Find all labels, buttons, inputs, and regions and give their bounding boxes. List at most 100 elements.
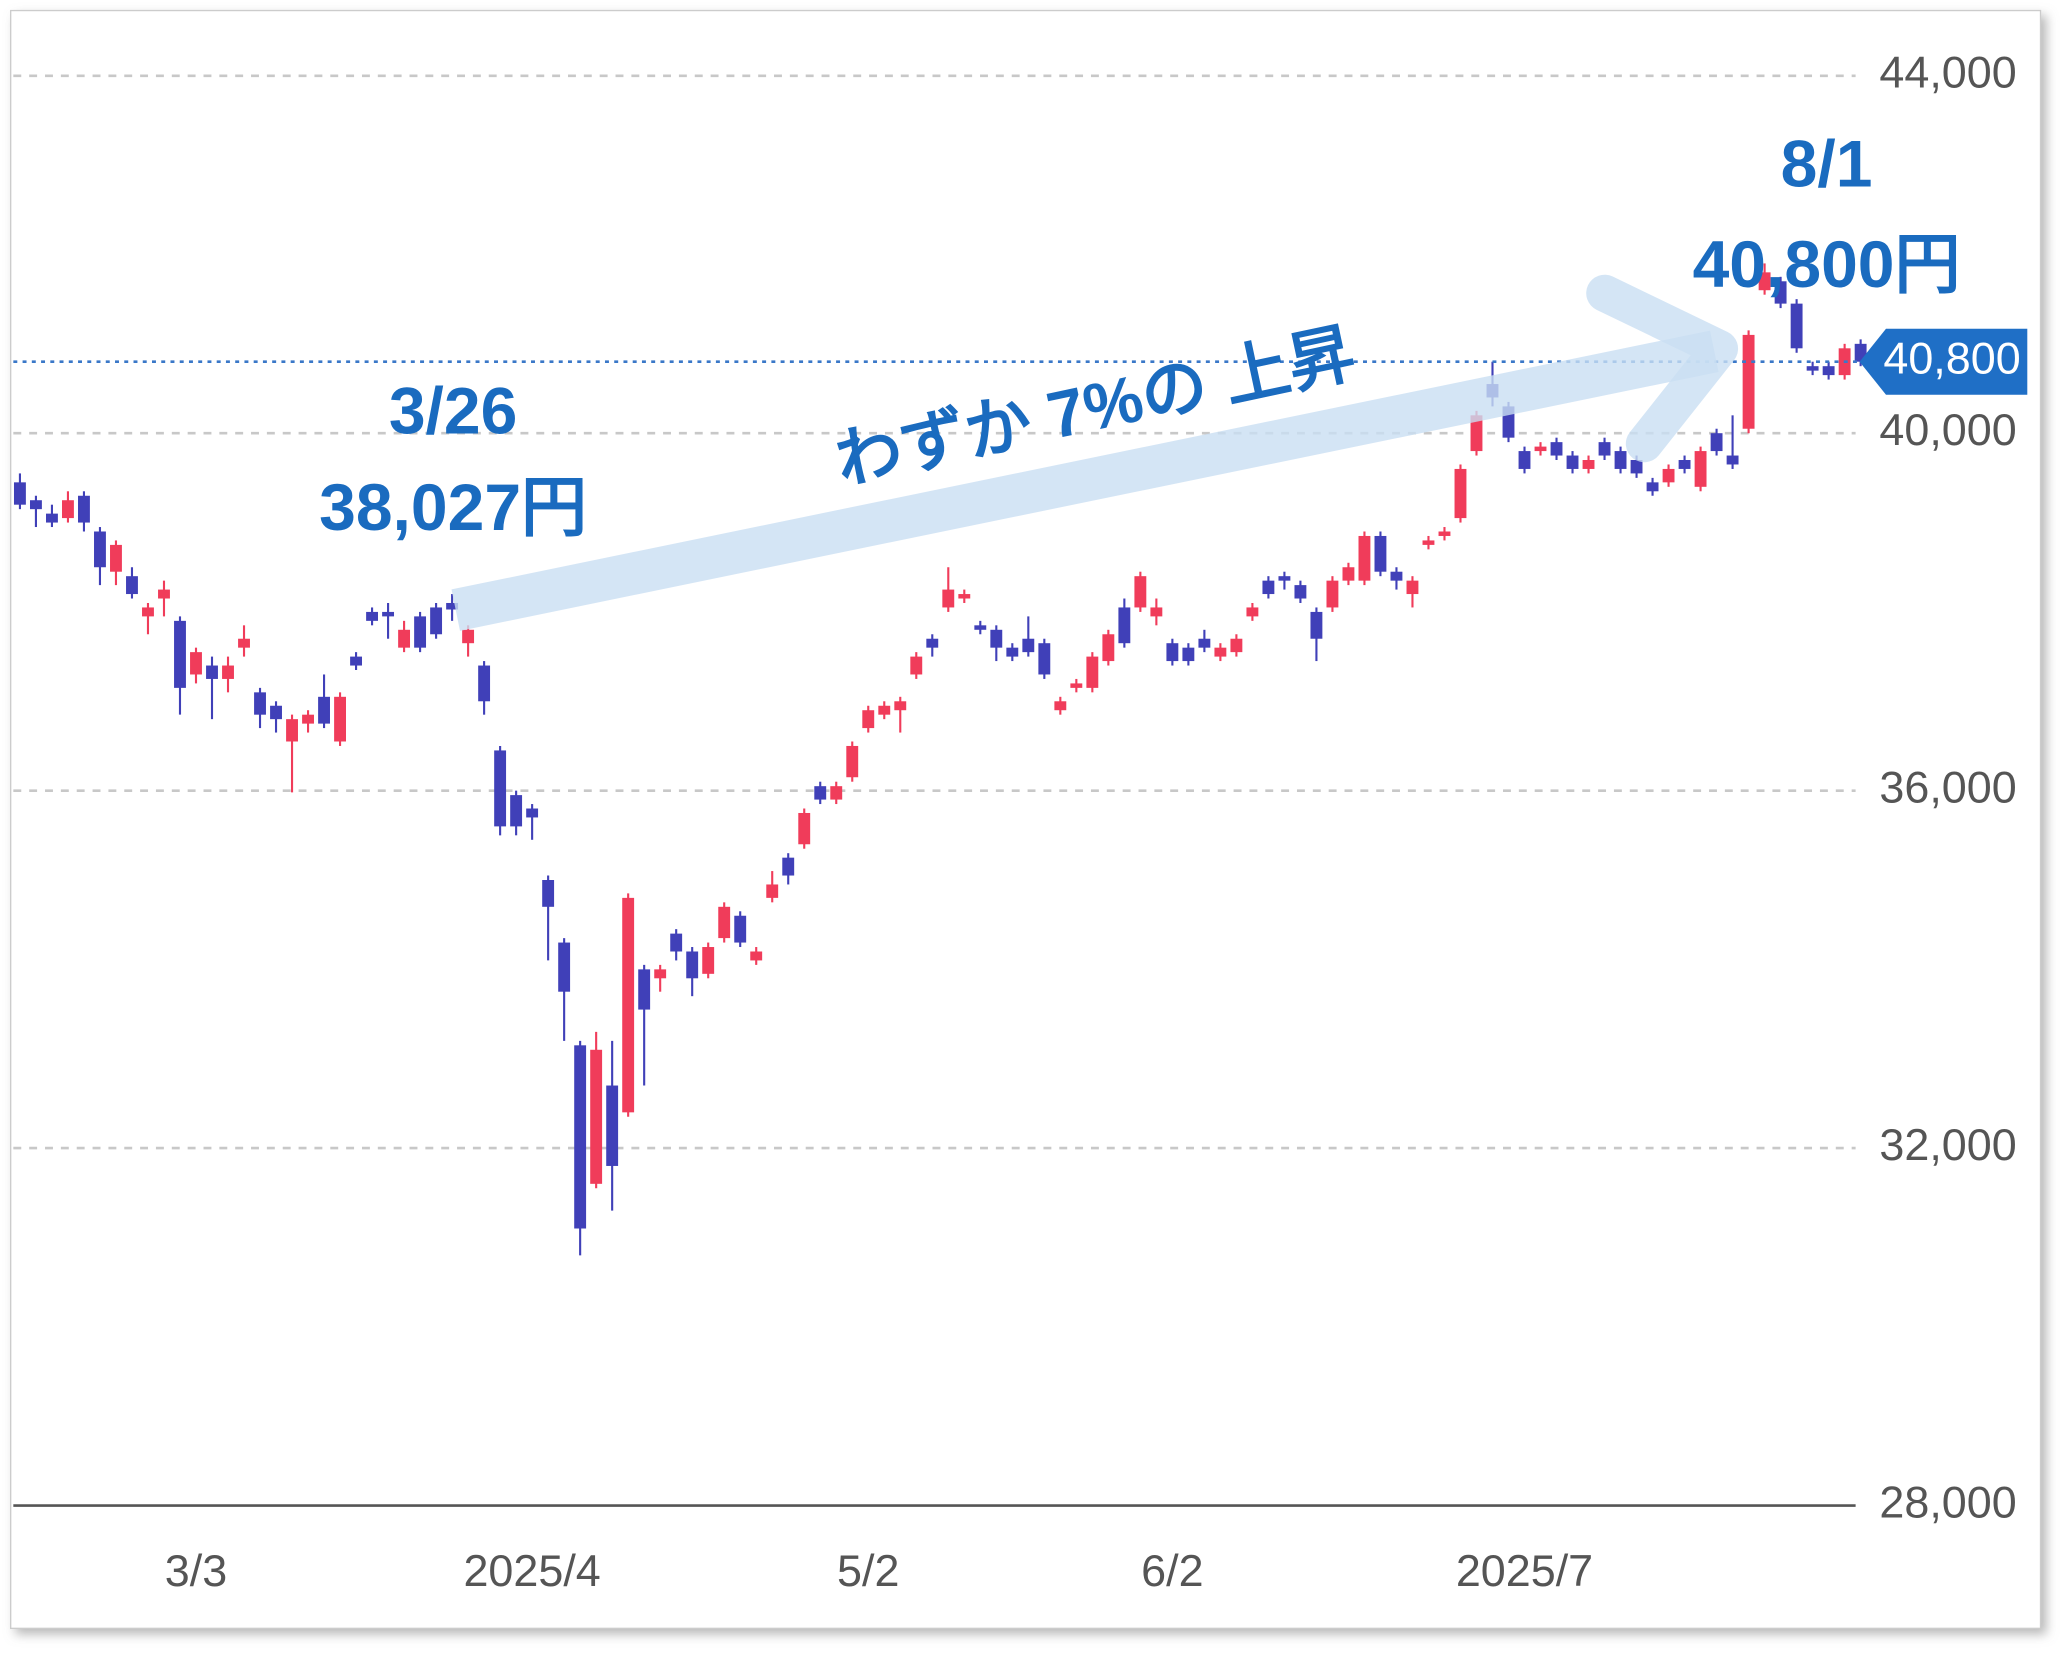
- y-tick-label: 32,000: [1879, 1119, 2016, 1170]
- candle-body: [734, 915, 747, 943]
- x-tick-label: 6/2: [1141, 1545, 1203, 1596]
- candle-body: [1230, 638, 1243, 653]
- candle-body: [1582, 460, 1595, 469]
- candle-body: [494, 750, 507, 827]
- candle-body: [414, 616, 427, 648]
- candle-body: [78, 495, 90, 523]
- candle-body: [1118, 607, 1131, 644]
- x-tick-label: 3/3: [165, 1545, 227, 1596]
- candle-body: [846, 745, 859, 778]
- candle-body: [526, 808, 539, 818]
- candle-body: [126, 576, 138, 595]
- candle-body: [13, 482, 26, 505]
- candle-body: [1262, 580, 1275, 595]
- candle-body: [1598, 442, 1611, 456]
- candle-body: [1790, 303, 1803, 349]
- y-tick-label: 36,000: [1879, 762, 2016, 813]
- candle-body: [1022, 638, 1035, 653]
- candle-body: [174, 620, 186, 688]
- annotation: 8/1: [1781, 126, 1873, 200]
- candle-body: [926, 638, 939, 648]
- candle-body: [766, 884, 779, 898]
- candle-body: [1502, 406, 1515, 438]
- candle-body: [542, 880, 555, 907]
- candle-body: [1198, 638, 1211, 648]
- candle-body: [606, 1085, 619, 1166]
- candle-body: [1134, 576, 1147, 608]
- arrow-head: [1586, 274, 1739, 463]
- x-tick-label: 5/2: [837, 1545, 899, 1596]
- candle-body: [1054, 701, 1067, 711]
- candle-body: [46, 513, 58, 523]
- candle-body: [798, 812, 811, 845]
- frame: [10, 9, 2042, 1630]
- candle-body: [830, 786, 843, 800]
- candle-body: [686, 951, 699, 979]
- candle-body: [1086, 656, 1099, 688]
- candle-body: [1390, 571, 1403, 581]
- price-tag: [1859, 328, 2028, 395]
- candle-body: [206, 665, 218, 679]
- candle-body: [1534, 446, 1547, 452]
- candle-body: [286, 719, 298, 742]
- price-tag-label: 40,800: [1883, 333, 2020, 384]
- y-tick-label: 40,000: [1879, 404, 2016, 455]
- candle-body: [334, 696, 346, 742]
- candle-body: [94, 531, 106, 568]
- candle-body: [1342, 567, 1355, 581]
- candle-body: [1710, 433, 1723, 452]
- x-tick-label: 2025/7: [1456, 1545, 1593, 1596]
- candle-body: [1630, 460, 1643, 474]
- candle-body: [478, 665, 491, 702]
- candle-body: [1614, 451, 1627, 469]
- candle-body: [1758, 272, 1771, 291]
- candle-body: [238, 638, 250, 648]
- candle-body: [190, 652, 202, 675]
- candle-body: [158, 589, 170, 599]
- candle-body: [1678, 460, 1691, 469]
- candle-body: [750, 951, 763, 961]
- candle-body: [1742, 334, 1755, 429]
- candle-body: [382, 611, 395, 617]
- candle-body: [942, 589, 955, 608]
- candle-body: [1182, 647, 1195, 662]
- candle-body: [1406, 580, 1419, 595]
- candle-body: [894, 701, 907, 711]
- candle-body: [558, 942, 571, 992]
- candle-body: [366, 611, 379, 621]
- candle-body: [1822, 366, 1835, 376]
- candle-body: [318, 696, 330, 724]
- candle-body: [462, 629, 475, 644]
- candle-body: [1566, 455, 1579, 469]
- candle-body: [638, 969, 651, 1010]
- candle-body: [1662, 468, 1675, 483]
- candle-body: [1646, 482, 1659, 492]
- candle-body: [1294, 585, 1307, 599]
- candle-body: [718, 906, 731, 939]
- candle-body: [302, 714, 314, 724]
- candle-body: [702, 947, 715, 974]
- candle-body: [654, 969, 667, 979]
- annotation: 40,800円: [1693, 227, 1961, 301]
- candle-body: [1214, 647, 1227, 657]
- y-tick-label: 44,000: [1879, 47, 2016, 98]
- candle-body: [1774, 281, 1787, 304]
- candle-body: [62, 500, 74, 519]
- annotation: 38,027円: [319, 470, 587, 544]
- candle-body: [1278, 576, 1291, 581]
- candle-body: [1358, 535, 1371, 581]
- candle-body: [1438, 531, 1451, 536]
- candle-body: [878, 705, 891, 715]
- plot-area: 28,000 32,000 36,000 40,000 44,000 3/3 2025/4 5…: [13, 47, 2017, 1596]
- candle-body: [670, 933, 683, 952]
- candle-body: [142, 607, 154, 617]
- candle-body: [990, 629, 1003, 648]
- candle-body: [1310, 611, 1323, 639]
- candle-body: [110, 544, 122, 572]
- arrow-shaft: [451, 330, 1719, 631]
- candle-body: [254, 692, 266, 715]
- candle-body: [974, 625, 987, 630]
- candle-body: [622, 897, 635, 1113]
